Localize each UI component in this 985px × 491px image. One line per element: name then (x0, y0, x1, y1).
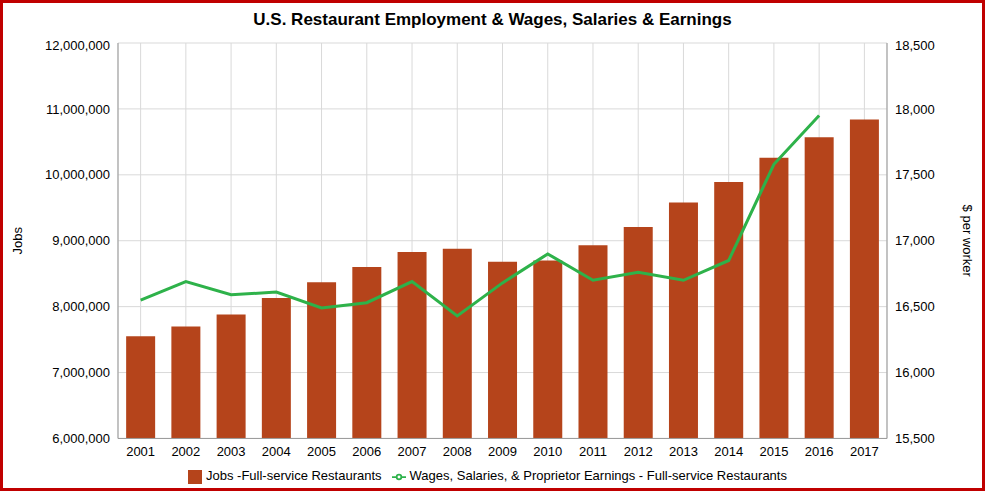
svg-text:7,000,000: 7,000,000 (52, 365, 110, 380)
svg-text:16,500: 16,500 (895, 299, 935, 314)
svg-text:18,000: 18,000 (895, 102, 935, 117)
svg-text:6,000,000: 6,000,000 (52, 431, 110, 446)
svg-text:2016: 2016 (805, 444, 834, 459)
svg-text:16,000: 16,000 (895, 365, 935, 380)
html-text:Wages, Salaries, & Proprietor: Wages, Salaries, & Proprietor Earnings -… (409, 468, 787, 484)
svg-text:12,000,000: 12,000,000 (45, 38, 110, 53)
svg-text:2017: 2017 (850, 444, 879, 459)
svg-text:2005: 2005 (307, 444, 336, 459)
svg-text:2001: 2001 (126, 444, 155, 459)
svg-text:18,500: 18,500 (895, 38, 935, 53)
svg-text:2010: 2010 (533, 444, 562, 459)
svg-text:8,000,000: 8,000,000 (52, 299, 110, 314)
svg-text:17,000: 17,000 (895, 233, 935, 248)
svg-text:Jobs: Jobs (10, 226, 25, 254)
svg-text:2006: 2006 (352, 444, 381, 459)
svg-text:15,500: 15,500 (895, 431, 935, 446)
svg-text:2003: 2003 (217, 444, 246, 459)
svg-text:2007: 2007 (398, 444, 427, 459)
svg-text:2008: 2008 (443, 444, 472, 459)
svg-text:$ per worker: $ per worker (960, 205, 975, 278)
svg-text:2012: 2012 (624, 444, 653, 459)
html-text:Jobs -Full-service Restaurants: Jobs -Full-service Restaurants (206, 468, 382, 484)
svg-text:2002: 2002 (171, 444, 200, 459)
svg-text:11,000,000: 11,000,000 (46, 102, 110, 117)
svg-text:17,500: 17,500 (895, 167, 935, 182)
svg-text:10,000,000: 10,000,000 (45, 167, 110, 182)
svg-text:9,000,000: 9,000,000 (52, 233, 110, 248)
svg-text:2013: 2013 (669, 444, 698, 459)
html-text:U.S. Restaurant Employment & W: U.S. Restaurant Employment & Wages, Sala… (253, 10, 732, 29)
svg-text:2011: 2011 (579, 444, 607, 459)
svg-text:2014: 2014 (714, 444, 743, 459)
svg-text:2015: 2015 (759, 444, 788, 459)
svg-text:2009: 2009 (488, 444, 517, 459)
svg-text:2004: 2004 (262, 444, 291, 459)
